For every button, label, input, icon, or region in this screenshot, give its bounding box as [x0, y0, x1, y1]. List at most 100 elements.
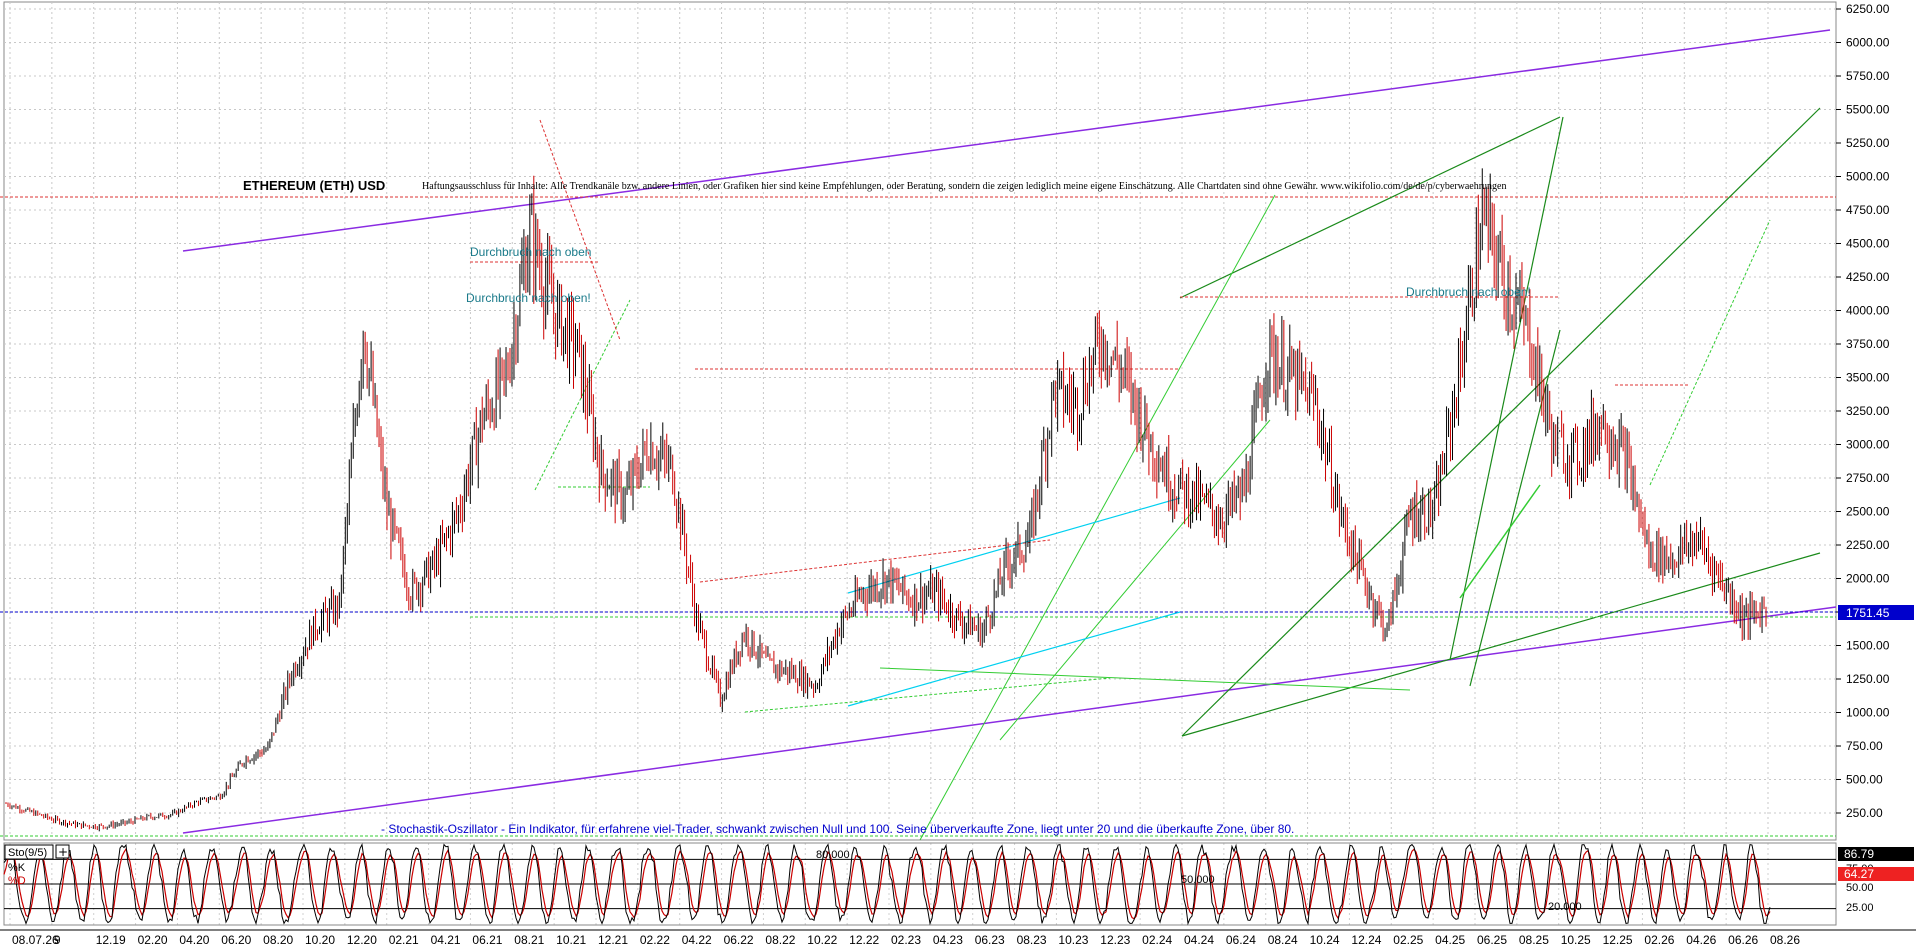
x-tick-label: 10.25: [1561, 933, 1591, 947]
y-tick-label: 4000.00: [1846, 304, 1890, 318]
channel-upper-line: [182, 29, 1831, 252]
stochastic-k-line: [3, 842, 1771, 926]
indicator-expand-button[interactable]: [55, 844, 70, 859]
x-tick-label: 06.22: [724, 933, 754, 947]
trend-green-1: [919, 194, 1276, 841]
level-50-label: 50.000: [1181, 874, 1215, 886]
trend-green-dotted-2: [534, 299, 631, 491]
annotation-breakout-3: Durchbruch nach oben!: [1406, 285, 1531, 299]
x-tick-label: 08.23: [1017, 933, 1047, 947]
x-tick-label: 08.26: [1770, 933, 1800, 947]
x-tick-label: 08.24: [1268, 933, 1298, 947]
x-tick-label: 02.20: [138, 933, 168, 947]
stochastic-d-line: [3, 847, 1771, 920]
y-tick-label: 4250.00: [1846, 270, 1890, 284]
stochastic-note: - Stochastik-Oszillator - Ein Indikator,…: [381, 822, 1294, 836]
y-tick-label: 6250.00: [1846, 2, 1890, 16]
price-candles: [5, 168, 1767, 832]
x-tick-label: 06.24: [1226, 933, 1256, 947]
x-tick-label: 02.23: [891, 933, 921, 947]
x-tick-label: 12.23: [1100, 933, 1130, 947]
indicator-name-box[interactable]: [4, 844, 54, 860]
cyan-lower: [847, 611, 1181, 707]
x-tick-label: 08.20: [263, 933, 293, 947]
trend-green-2: [999, 419, 1271, 741]
y-tick-label: 500.00: [1846, 773, 1883, 787]
x-tick-label: 12.21: [598, 933, 628, 947]
x-tick-label: 04.25: [1435, 933, 1465, 947]
support-green-2: [744, 677, 1111, 713]
d-value: 64.27: [1844, 867, 1874, 881]
x-axis: 08.07.269 12.19 02.20 04.20 06.20 08.20 10.20 1…: [0, 929, 1916, 947]
trendlines: [0, 29, 1837, 841]
y-tick-label: 2250.00: [1846, 538, 1890, 552]
x-tick-label: 12.24: [1351, 933, 1381, 947]
axis-50: 50.00: [1846, 882, 1874, 894]
x-tick-label: 12.25: [1603, 933, 1633, 947]
disclaimer: Haftungsausschluss für Inhalte: Alle Tre…: [422, 181, 1507, 192]
x-tick-label: 12.22: [849, 933, 879, 947]
d-label: %D: [8, 875, 26, 887]
y-tick-label: 1500.00: [1846, 639, 1890, 653]
x-tick-label: 08.21: [514, 933, 544, 947]
indicator-name: Sto(9/5): [8, 847, 47, 859]
x-tick-label: 02.22: [640, 933, 670, 947]
y-tick-label: 2750.00: [1846, 471, 1890, 485]
x-tick-label: 06.26: [1728, 933, 1758, 947]
y-axis: 250.00 500.00 750.00 1000.00 1250.00 1500.00 1…: [1836, 2, 1890, 820]
y-tick-label: 2500.00: [1846, 505, 1890, 519]
x-tick-label: 02.25: [1393, 933, 1423, 947]
y-tick-label: 5250.00: [1846, 136, 1890, 150]
y-tick-label: 3250.00: [1846, 404, 1890, 418]
x-tick-label: 04.23: [933, 933, 963, 947]
x-tick-label: 10.21: [556, 933, 586, 947]
x-tick-label: 04.26: [1686, 933, 1716, 947]
y-tick-label: 1250.00: [1846, 672, 1890, 686]
k-value: 86.79: [1844, 847, 1874, 861]
x-tick-label: 06.20: [221, 933, 251, 947]
x-tick-label: 02.26: [1644, 933, 1674, 947]
x-tick-label: 04.24: [1184, 933, 1214, 947]
annotation-breakout-2: Durchbruch nach oben!: [466, 291, 591, 305]
green-channel-lower: [1181, 552, 1821, 737]
y-tick-label: 750.00: [1846, 739, 1883, 753]
green-steep-2: [1469, 329, 1561, 687]
stochastic-panel: [3, 842, 1837, 926]
y-tick-label: 3000.00: [1846, 438, 1890, 452]
red-dotted-1: [699, 539, 1051, 583]
y-tick-label: 4500.00: [1846, 237, 1890, 251]
x-tick-label: 04.21: [431, 933, 461, 947]
x-tick-label: 04.22: [682, 933, 712, 947]
green-resistance: [1179, 116, 1561, 299]
y-tick-label: 3750.00: [1846, 337, 1890, 351]
k-label: %K: [8, 862, 26, 874]
x-tick-label: 08.25: [1519, 933, 1549, 947]
x-tick-label: 9: [54, 933, 61, 947]
y-tick-label: 3500.00: [1846, 371, 1890, 385]
green-channel-upper: [1181, 107, 1821, 737]
x-tick-label: 10.20: [305, 933, 335, 947]
x-tick-label: 04.20: [179, 933, 209, 947]
red-dotted-3: [539, 119, 621, 341]
x-tick-label: 12.19: [96, 933, 126, 947]
x-tick-label: 08.22: [765, 933, 795, 947]
plus-icon: +: [58, 845, 68, 859]
y-tick-label: 6000.00: [1846, 36, 1890, 50]
annotation-breakout-1: Durchbruch nach oben: [470, 245, 591, 259]
y-tick-label: 5000.00: [1846, 170, 1890, 184]
green-steep-1: [1449, 116, 1564, 661]
y-tick-label: 5750.00: [1846, 69, 1890, 83]
axis-25: 25.00: [1846, 902, 1874, 914]
x-tick-label: 08.07.26: [12, 933, 59, 947]
x-tick-label: 10.23: [1058, 933, 1088, 947]
y-tick-label: 4750.00: [1846, 203, 1890, 217]
y-tick-label: 2000.00: [1846, 572, 1890, 586]
x-tick-label: 02.21: [389, 933, 419, 947]
y-tick-label: 5500.00: [1846, 103, 1890, 117]
x-tick-label: 06.25: [1477, 933, 1507, 947]
k-value-badge: [1838, 847, 1914, 861]
y-tick-label: 250.00: [1846, 806, 1883, 820]
x-tick-label: 12.20: [347, 933, 377, 947]
